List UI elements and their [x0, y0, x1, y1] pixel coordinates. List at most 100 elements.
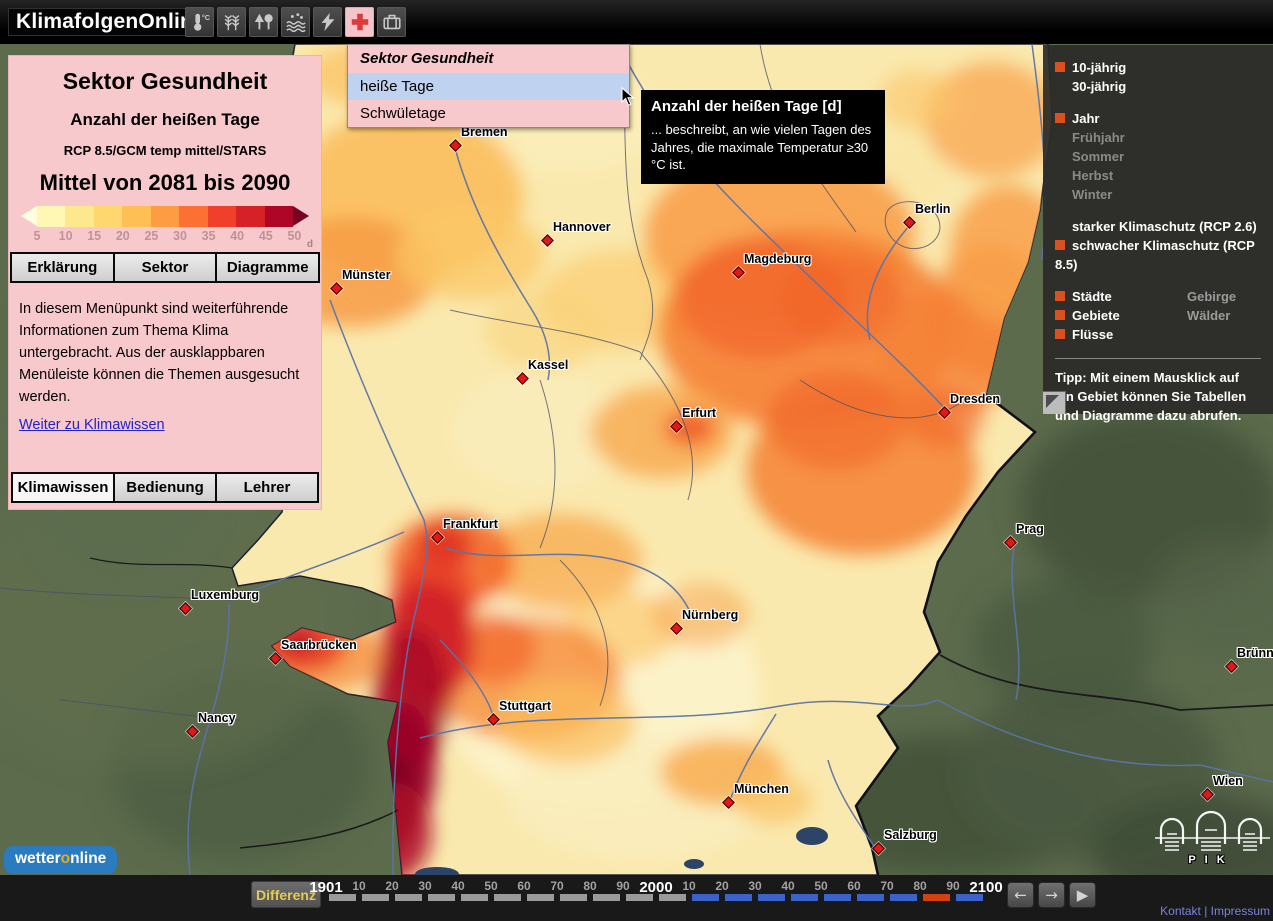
decade-label: 80 — [583, 879, 597, 893]
scale-segments — [37, 206, 293, 227]
decade-segment-future[interactable] — [791, 894, 818, 901]
forestry-icon[interactable] — [249, 7, 278, 37]
decade-segment-past[interactable] — [593, 894, 620, 901]
scale-value: 45 — [258, 229, 273, 243]
scenario-label: RCP 8.5/GCM temp mittel/STARS — [63, 143, 267, 158]
lakes — [415, 827, 828, 875]
decade-label: 40 — [781, 879, 795, 893]
decade-label: 2000 — [639, 879, 673, 896]
scale-segment — [93, 206, 123, 227]
decade-segment-future[interactable] — [857, 894, 884, 901]
decade-segment-past[interactable] — [527, 894, 554, 901]
extreme-weather-icon[interactable] — [313, 7, 342, 37]
layer-30-jährig[interactable]: 30-jährig — [1072, 79, 1127, 94]
scale-value: 50 — [287, 229, 302, 243]
decade-segment-past[interactable] — [428, 894, 455, 901]
step-back-button[interactable]: ← — [1007, 882, 1034, 908]
legend-panel: Sektor Gesundheit Anzahl der heißen Tage… — [8, 55, 322, 510]
scale-segment — [179, 206, 208, 227]
tab-sektor[interactable]: Sektor — [112, 252, 218, 283]
decade-segment-past[interactable] — [626, 894, 653, 901]
scale-segment — [264, 206, 293, 227]
decade-segment-past[interactable] — [329, 894, 356, 901]
decade-label: 10 — [352, 879, 366, 893]
decade-label: 90 — [616, 879, 630, 893]
tab-diagramme[interactable]: Diagramme — [215, 252, 321, 283]
scale-segment — [207, 206, 237, 227]
differenz-button[interactable]: Differenz — [251, 881, 321, 908]
decade-label: 30 — [748, 879, 762, 893]
decade-segment-past[interactable] — [395, 894, 422, 901]
decade-segment-future[interactable] — [692, 894, 719, 901]
decade-segment-past[interactable] — [560, 894, 587, 901]
temperature-icon[interactable]: °C — [185, 7, 214, 37]
scale-arrow-right — [293, 206, 309, 226]
layer-jahr[interactable]: Jahr — [1055, 109, 1273, 128]
tab-klimawissen[interactable]: Klimawissen — [11, 472, 115, 503]
scale-labels: 5 10 15 20 25 30 35 40 45 50 — [21, 227, 309, 243]
decade-segment-future[interactable] — [890, 894, 917, 901]
country-border-austria-czech — [939, 654, 1273, 711]
menu-item-schwületage[interactable]: Schwületage — [348, 100, 629, 127]
decade-segment-past[interactable] — [494, 894, 521, 901]
decade-label: 70 — [880, 879, 894, 893]
pik-emblem-icon — [1155, 810, 1270, 851]
timeline-nav: ← → ▶ — [1007, 882, 1096, 908]
scale-value: 40 — [230, 229, 245, 243]
wetteronline-logo[interactable]: wetteronline — [4, 846, 118, 874]
decade-segment-future[interactable] — [758, 894, 785, 901]
layer-sommer: Sommer — [1072, 149, 1125, 164]
decade-segment-past[interactable] — [461, 894, 488, 901]
panel-collapse-handle[interactable] — [1043, 391, 1066, 414]
layer-options-panel: 10-jährig 30-jährig Jahr Frühjahr Sommer Herb… — [1043, 45, 1273, 423]
contact-link[interactable]: Kontakt — [1160, 904, 1201, 918]
decade-segment-past[interactable] — [659, 894, 686, 901]
active-marker — [1055, 62, 1065, 72]
country-border-switzerland — [239, 809, 399, 849]
period-label: Mittel von 2081 bis 2090 — [39, 170, 291, 195]
layer-starker-klimaschutz-rcp-2-6-[interactable]: starker Klimaschutz (RCP 2.6) — [1072, 219, 1257, 234]
decade-label: 70 — [550, 879, 564, 893]
layer-flüsse[interactable]: Flüsse — [1055, 325, 1273, 344]
agriculture-icon[interactable] — [217, 7, 246, 37]
tab-erklärung[interactable]: Erklärung — [10, 252, 115, 283]
layer-städte[interactable]: Städte Gebirge — [1055, 287, 1273, 306]
decade-segment-future[interactable] — [824, 894, 851, 901]
footer-links: Kontakt | Impressum — [1160, 904, 1270, 918]
menu-item-heiße-tage[interactable]: heiße Tage — [348, 73, 629, 100]
water-icon[interactable] — [281, 7, 310, 37]
health-icon[interactable] — [345, 7, 374, 37]
active-marker — [1055, 240, 1065, 250]
decade-label: 90 — [946, 879, 960, 893]
decade-label: 50 — [814, 879, 828, 893]
tab-bedienung[interactable]: Bedienung — [113, 472, 217, 503]
top-toolbar: KlimafolgenOnline °C km Link — [0, 0, 1273, 44]
layer-schwacher-klimaschutz-rcp-8-5-[interactable]: schwacher Klimaschutz (RCP 8.5) — [1055, 238, 1255, 272]
decade-segment-future[interactable] — [956, 894, 983, 901]
imprint-link[interactable]: Impressum — [1210, 904, 1270, 918]
terrain-shading — [0, 260, 1273, 875]
wetteronline-accent: o — [60, 850, 71, 867]
klimawissen-link[interactable]: Weiter zu Klimawissen — [19, 417, 165, 433]
scale-value: 25 — [144, 229, 159, 243]
dropdown-items: heiße Tage Schwületage — [348, 73, 629, 127]
decade-segment-selected[interactable] — [923, 894, 950, 901]
layer-frühjahr: Frühjahr — [1072, 130, 1125, 145]
layer-gebiete[interactable]: Gebiete Wälder — [1055, 306, 1273, 325]
play-button[interactable]: ▶ — [1069, 882, 1096, 908]
step-forward-button[interactable]: → — [1038, 882, 1065, 908]
decade-label: 20 — [385, 879, 399, 893]
scale-segment — [65, 206, 94, 227]
layer-10-jährig[interactable]: 10-jährig — [1055, 58, 1273, 77]
usage-tip: Tipp: Mit einem Mausklick auf ein Gebiet… — [1055, 370, 1247, 423]
tourism-icon[interactable] — [377, 7, 406, 37]
scale-segment — [236, 206, 265, 227]
dropdown-header: Sektor Gesundheit — [348, 45, 629, 73]
color-scale: 5 10 15 20 25 30 35 40 45 50 d — [21, 206, 313, 250]
divider — [1055, 358, 1261, 359]
active-marker — [1055, 291, 1065, 301]
decade-segment-past[interactable] — [362, 894, 389, 901]
tab-lehrer[interactable]: Lehrer — [215, 472, 319, 503]
decade-segment-future[interactable] — [725, 894, 752, 901]
